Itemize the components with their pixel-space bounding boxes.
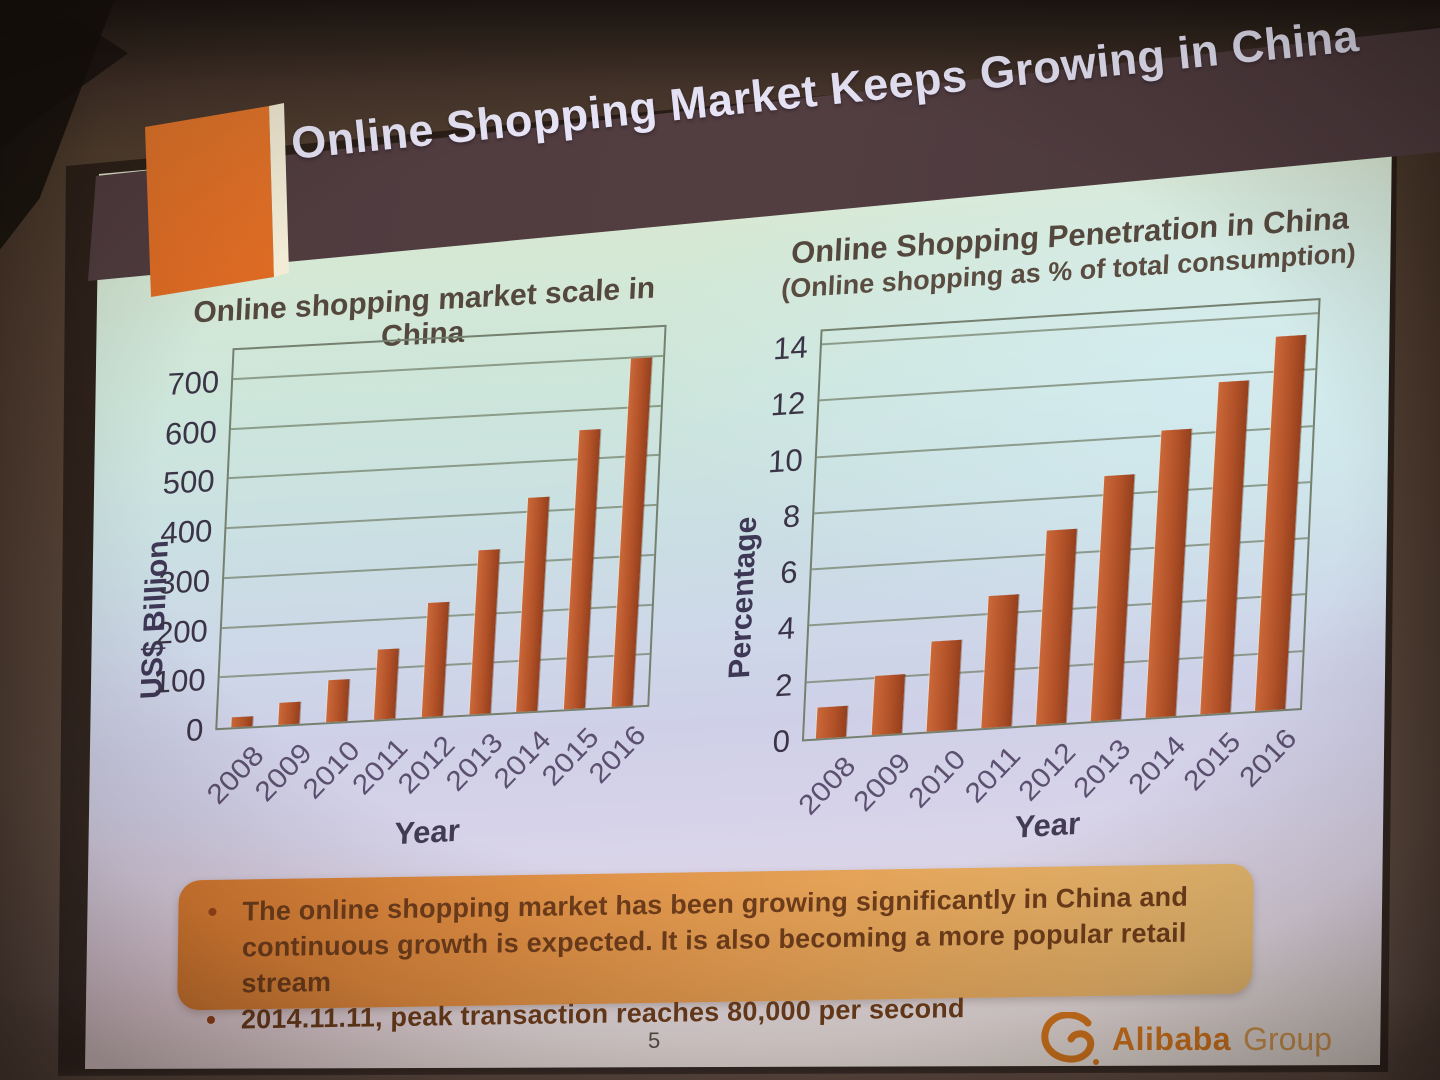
header-accent-rectangle bbox=[145, 106, 274, 297]
bar-2013 bbox=[1090, 474, 1135, 722]
alibaba-face-icon bbox=[1041, 1012, 1099, 1065]
y-tick-label: 0 bbox=[771, 723, 791, 760]
page-number: 5 bbox=[648, 1028, 661, 1053]
market-scale-plot-area: 0 100 200 300 400 500 600 700 2008 2009 2010 2011 20… bbox=[153, 324, 667, 810]
y-tick-label: 6 bbox=[779, 554, 799, 591]
header-accent-strip bbox=[269, 103, 289, 277]
y-tick-label: 300 bbox=[157, 562, 211, 601]
y-tick-label: 400 bbox=[159, 513, 214, 551]
bar-2010 bbox=[926, 639, 962, 732]
x-tick-label: 2010 bbox=[902, 744, 972, 815]
alibaba-logo: Alibaba Group bbox=[1040, 1012, 1332, 1066]
bar-2008 bbox=[816, 705, 849, 739]
y-tick-label: 8 bbox=[782, 498, 801, 535]
gridline bbox=[233, 354, 664, 381]
x-tick-label: 2008 bbox=[792, 751, 862, 822]
bar-2008 bbox=[230, 716, 252, 728]
y-tick-label: 4 bbox=[777, 610, 796, 647]
y-tick-label: 14 bbox=[772, 329, 809, 367]
x-axis-label: Year bbox=[1013, 805, 1081, 845]
bar-2013 bbox=[468, 549, 499, 715]
y-tick-label: 10 bbox=[767, 441, 804, 480]
y-tick-label: 700 bbox=[166, 363, 220, 402]
y-tick-label: 0 bbox=[185, 712, 205, 748]
x-tick-label: 2011 bbox=[959, 740, 1027, 810]
x-tick-label: 2009 bbox=[847, 747, 917, 818]
y-tick-label: 500 bbox=[162, 463, 216, 502]
logo-suffix-text: Group bbox=[1243, 1020, 1333, 1057]
bar-2016 bbox=[1255, 334, 1307, 711]
bar-2014 bbox=[516, 496, 549, 712]
x-tick-label: 2016 bbox=[1233, 723, 1303, 794]
y-tick-label: 2 bbox=[774, 667, 794, 704]
chart-penetration: Online Shopping Penetration in China (On… bbox=[723, 200, 1361, 896]
x-tick-label: 2012 bbox=[1013, 737, 1082, 808]
y-tick-label: 100 bbox=[153, 662, 207, 701]
x-axis-label: Year bbox=[393, 812, 461, 852]
x-tick-label: 2015 bbox=[1178, 726, 1248, 797]
penetration-plot-area: 0 2 4 6 8 10 12 14 2008 2009 2010 2011 2012 2013 2014 2… bbox=[767, 298, 1321, 821]
x-tick-label: 2013 bbox=[1068, 733, 1138, 804]
room-ceiling-shadow bbox=[0, 0, 1440, 30]
bar-2012 bbox=[1035, 528, 1077, 725]
y-tick-label: 600 bbox=[164, 413, 218, 452]
gridline bbox=[821, 312, 1318, 346]
bar-2015 bbox=[563, 429, 601, 710]
bar-2011 bbox=[373, 648, 399, 720]
bar-2014 bbox=[1145, 428, 1192, 718]
callout-bullet: The online shopping market has been grow… bbox=[208, 878, 1228, 1001]
bar-2009 bbox=[278, 701, 301, 725]
x-tick-label: 2014 bbox=[1123, 730, 1193, 801]
bar-2009 bbox=[871, 674, 905, 736]
y-tick-label: 200 bbox=[155, 612, 209, 651]
chart-market-scale: Online shopping market scale in China US… bbox=[125, 261, 700, 881]
bar-2011 bbox=[981, 593, 1019, 729]
bar-2010 bbox=[326, 678, 350, 723]
bullet-icon bbox=[208, 907, 217, 916]
callout-text: The online shopping market has been grow… bbox=[241, 881, 1189, 999]
gridline bbox=[230, 404, 661, 430]
summary-callout: The online shopping market has been grow… bbox=[177, 863, 1254, 1034]
logo-brand-text: Alibaba bbox=[1112, 1020, 1232, 1057]
bar-2012 bbox=[421, 601, 449, 718]
y-tick-label: 12 bbox=[770, 385, 807, 423]
